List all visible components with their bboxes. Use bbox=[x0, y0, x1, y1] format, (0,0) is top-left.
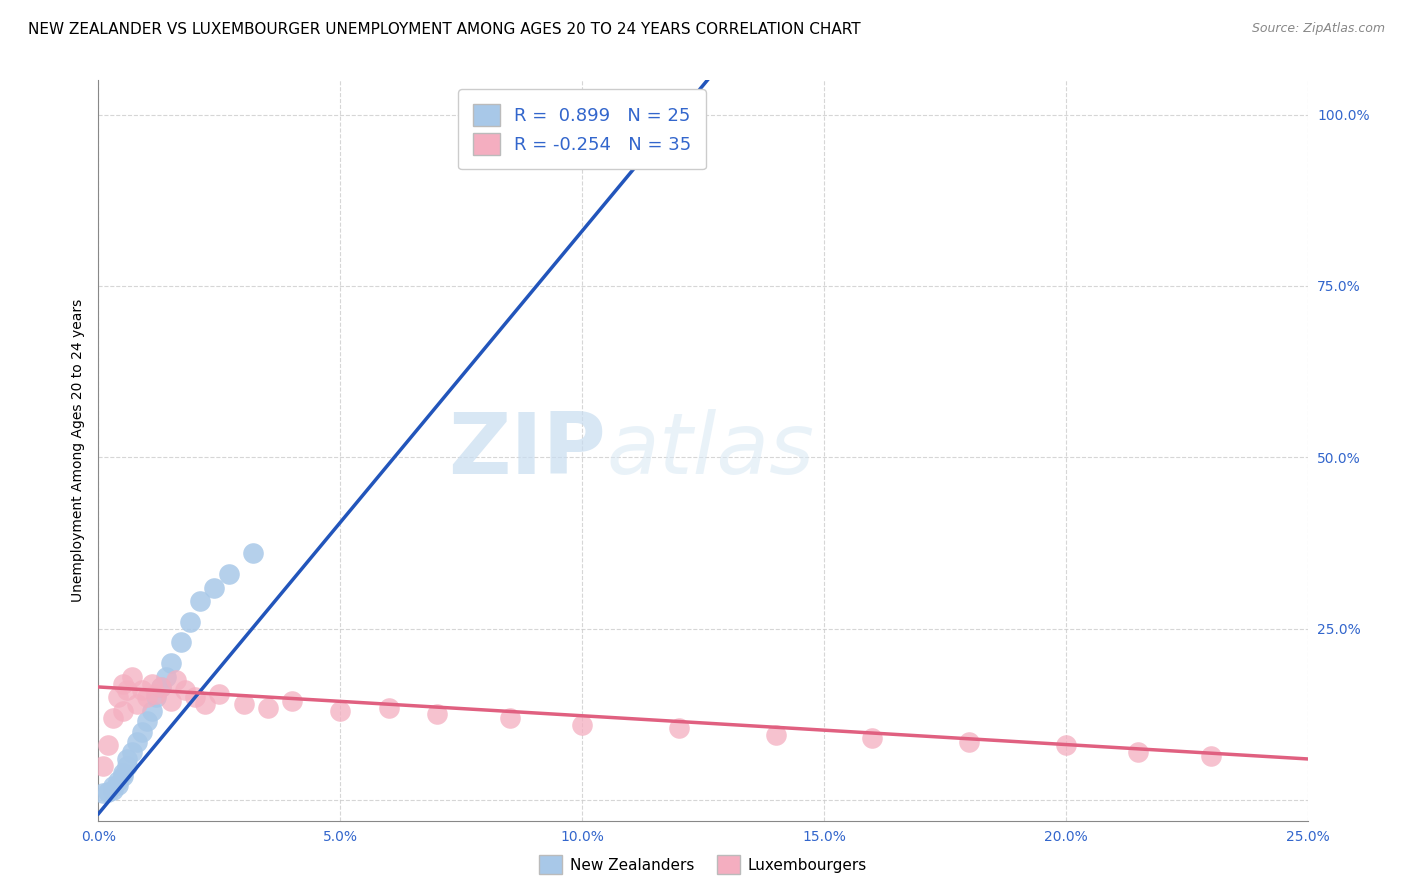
Point bbox=[135, 714, 157, 729]
Point bbox=[204, 581, 226, 595]
Point bbox=[145, 687, 167, 701]
Point bbox=[160, 656, 183, 670]
Legend: New Zealanders, Luxembourgers: New Zealanders, Luxembourgers bbox=[533, 849, 873, 880]
Legend: R =  0.899   N = 25, R = -0.254   N = 35: R = 0.899 N = 25, R = -0.254 N = 35 bbox=[458, 89, 706, 169]
Point bbox=[1054, 738, 1077, 752]
Point bbox=[765, 728, 787, 742]
Point bbox=[426, 707, 449, 722]
Point bbox=[169, 635, 191, 649]
Point bbox=[127, 697, 149, 711]
Point bbox=[179, 615, 201, 629]
Point bbox=[860, 731, 883, 746]
Point bbox=[131, 724, 153, 739]
Text: NEW ZEALANDER VS LUXEMBOURGER UNEMPLOYMENT AMONG AGES 20 TO 24 YEARS CORRELATION: NEW ZEALANDER VS LUXEMBOURGER UNEMPLOYME… bbox=[28, 22, 860, 37]
Point bbox=[111, 704, 134, 718]
Point bbox=[145, 690, 167, 705]
Point bbox=[377, 700, 399, 714]
Point bbox=[127, 735, 149, 749]
Point bbox=[1128, 745, 1150, 759]
Point bbox=[498, 711, 520, 725]
Point bbox=[111, 769, 134, 783]
Text: ZIP: ZIP bbox=[449, 409, 606, 492]
Point bbox=[174, 683, 197, 698]
Point bbox=[194, 697, 217, 711]
Point bbox=[107, 690, 129, 705]
Point bbox=[232, 697, 254, 711]
Point bbox=[218, 566, 240, 581]
Point bbox=[101, 780, 124, 794]
Point bbox=[150, 680, 173, 694]
Point bbox=[117, 759, 139, 773]
Point bbox=[111, 676, 134, 690]
Point bbox=[256, 700, 278, 714]
Point bbox=[571, 717, 593, 731]
Point bbox=[107, 778, 129, 792]
Point bbox=[141, 676, 163, 690]
Point bbox=[668, 721, 690, 735]
Point bbox=[957, 735, 980, 749]
Point bbox=[97, 738, 120, 752]
Point bbox=[121, 670, 143, 684]
Text: Source: ZipAtlas.com: Source: ZipAtlas.com bbox=[1251, 22, 1385, 36]
Point bbox=[101, 711, 124, 725]
Point bbox=[117, 752, 139, 766]
Point bbox=[121, 745, 143, 759]
Point bbox=[131, 683, 153, 698]
Point bbox=[141, 704, 163, 718]
Point bbox=[1199, 748, 1222, 763]
Point bbox=[208, 687, 231, 701]
Point bbox=[97, 785, 120, 799]
Point bbox=[155, 670, 177, 684]
Text: atlas: atlas bbox=[606, 409, 814, 492]
Point bbox=[329, 704, 352, 718]
Point bbox=[117, 683, 139, 698]
Point bbox=[107, 773, 129, 788]
Point bbox=[91, 786, 114, 800]
Point bbox=[188, 594, 211, 608]
Point bbox=[150, 680, 173, 694]
Point bbox=[184, 690, 207, 705]
Point bbox=[91, 759, 114, 773]
Point bbox=[160, 694, 183, 708]
Y-axis label: Unemployment Among Ages 20 to 24 years: Unemployment Among Ages 20 to 24 years bbox=[70, 299, 84, 602]
Point bbox=[101, 782, 124, 797]
Point bbox=[281, 694, 304, 708]
Point bbox=[242, 546, 264, 560]
Point bbox=[165, 673, 187, 687]
Point bbox=[135, 690, 157, 705]
Point bbox=[111, 765, 134, 780]
